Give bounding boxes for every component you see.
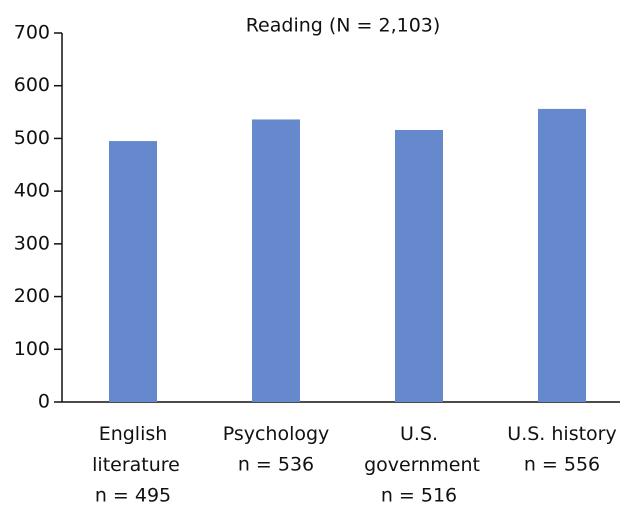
- y-tick-label: 0: [38, 391, 50, 413]
- y-tick-label: 200: [14, 285, 50, 307]
- x-tick-label: Psychology: [223, 423, 330, 445]
- x-tick-label: English literature: [86, 423, 180, 476]
- bar: [538, 108, 586, 402]
- chart-title: Reading (N = 2,103): [246, 15, 441, 37]
- n-label: n = 556: [524, 454, 600, 476]
- x-tick-label: U.S. history: [507, 423, 616, 445]
- n-label: n = 516: [381, 485, 457, 506]
- y-tick-label: 500: [14, 127, 50, 149]
- n-label: n = 536: [238, 454, 314, 476]
- y-tick-label: 300: [14, 232, 50, 254]
- y-tick-label: 400: [14, 180, 50, 202]
- bar: [395, 129, 443, 402]
- y-tick-label: 600: [14, 74, 50, 96]
- y-tick-label: 700: [14, 22, 50, 44]
- n-label: n = 495: [95, 485, 171, 506]
- bar: [252, 119, 300, 403]
- y-tick-label: 100: [14, 338, 50, 360]
- bar: [109, 141, 157, 403]
- x-tick-label: U.S. government: [358, 423, 480, 476]
